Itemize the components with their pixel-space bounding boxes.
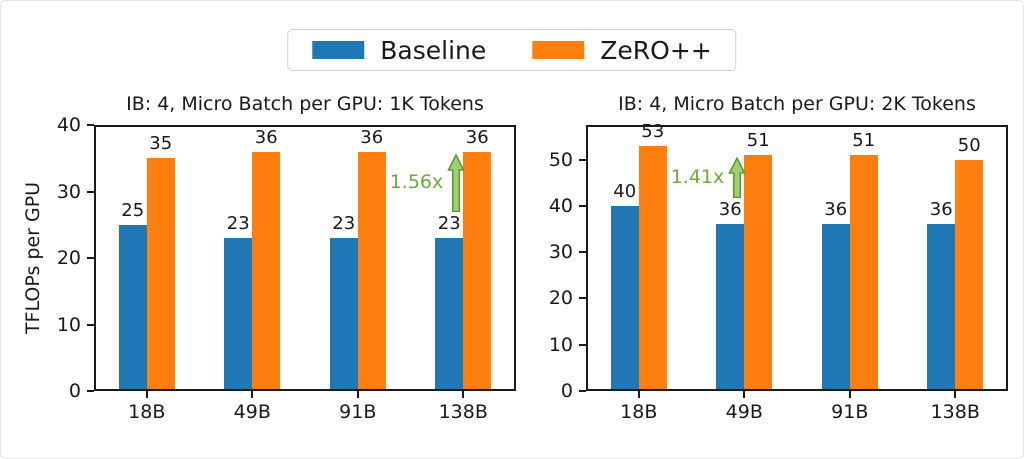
speedup-arrow-icon	[728, 156, 746, 199]
bar-zero-18B	[638, 145, 667, 391]
x-axis-tick	[637, 391, 640, 398]
y-axis-tick	[87, 190, 94, 193]
bar-value-label-zero-91B: 51	[852, 130, 876, 152]
y-tick-label: 30	[56, 180, 81, 203]
x-tick-label: 18B	[128, 401, 166, 423]
bar-zero-138B	[955, 159, 984, 391]
speedup-arrow-icon	[447, 152, 465, 212]
plot-frame	[94, 125, 516, 391]
y-tick-label: 50	[548, 148, 573, 171]
bar-baseline-91B	[329, 238, 358, 391]
y-axis-tick	[579, 251, 586, 254]
x-tick-label: 18B	[620, 401, 658, 423]
baseline-color-swatch	[312, 41, 365, 59]
y-tick-label: 40	[56, 114, 81, 136]
y-tick-label: 30	[548, 241, 573, 264]
bar-value-label-baseline-138B: 23	[437, 213, 461, 235]
y-tick-label: 0	[560, 380, 573, 402]
y-tick-label: 10	[56, 313, 81, 336]
chart-title: IB: 4, Micro Batch per GPU: 2K Tokens	[618, 93, 976, 115]
y-axis-tick	[87, 390, 94, 392]
speedup-annotation: 1.56x	[389, 170, 444, 193]
plot-frame	[586, 125, 1008, 391]
speedup-annotation: 1.41x	[670, 165, 725, 188]
bar-baseline-18B	[118, 224, 147, 391]
bar-value-label-baseline-91B: 23	[332, 213, 356, 235]
x-tick-label: 91B	[339, 401, 377, 423]
y-axis-tick	[87, 257, 94, 259]
y-axis-tick	[579, 297, 586, 300]
y-tick-label: 20	[56, 247, 81, 269]
bar-value-label-zero-49B: 51	[746, 130, 770, 152]
y-axis-tick	[579, 204, 586, 207]
x-tick-label: 138B	[438, 401, 488, 423]
x-tick-label: 91B	[831, 401, 869, 423]
x-tick-label: 49B	[233, 401, 271, 423]
bar-value-label-baseline-138B: 36	[929, 199, 953, 221]
y-axis-label: TFLOPs per GPU	[22, 181, 44, 335]
bar-zero-91B	[849, 155, 878, 391]
bar-value-label-zero-138B: 50	[957, 134, 981, 156]
bar-zero-91B	[357, 151, 386, 391]
y-axis-tick	[87, 124, 94, 126]
y-axis-tick	[87, 323, 94, 326]
chart-title: IB: 4, Micro Batch per GPU: 1K Tokens	[126, 93, 484, 115]
bar-zero-49B	[744, 155, 773, 391]
x-tick-label: 49B	[725, 401, 763, 423]
y-axis-tick	[579, 390, 586, 392]
x-axis-tick	[743, 391, 746, 398]
bar-value-label-zero-138B: 36	[465, 126, 489, 148]
legend-label-zeropp: ZeRO++	[600, 35, 712, 65]
bar-baseline-18B	[610, 205, 639, 391]
bar-zero-49B	[252, 151, 281, 391]
bar-baseline-138B	[927, 224, 956, 391]
bar-value-label-zero-49B: 36	[254, 126, 278, 148]
bar-value-label-baseline-91B: 36	[824, 199, 848, 221]
bar-value-label-baseline-18B: 25	[121, 199, 145, 221]
y-tick-label: 0	[68, 380, 81, 402]
legend-item-zeropp: ZeRO++	[532, 35, 712, 65]
x-axis-tick	[848, 391, 851, 398]
bar-baseline-91B	[821, 224, 850, 391]
y-tick-label: 20	[548, 287, 573, 310]
legend-label-baseline: Baseline	[380, 35, 487, 65]
bar-baseline-49B	[224, 238, 253, 391]
x-tick-label: 138B	[930, 401, 980, 423]
x-axis-tick	[251, 391, 254, 398]
y-axis-tick	[579, 158, 586, 161]
zeropp-color-swatch	[532, 41, 585, 59]
bar-baseline-138B	[435, 238, 464, 391]
bar-value-label-baseline-49B: 23	[226, 213, 250, 235]
y-tick-label: 10	[548, 333, 573, 356]
x-axis-tick	[954, 391, 957, 398]
bar-value-label-baseline-49B: 36	[718, 199, 742, 221]
bar-value-label-zero-18B: 35	[149, 133, 173, 155]
chart-legend: Baseline ZeRO++	[287, 29, 737, 71]
bar-value-label-baseline-18B: 40	[613, 180, 637, 202]
bar-value-label-zero-91B: 36	[360, 126, 384, 148]
legend-item-baseline: Baseline	[312, 38, 486, 63]
y-tick-label: 40	[548, 194, 573, 217]
x-axis-tick	[145, 391, 148, 398]
bar-baseline-49B	[716, 224, 745, 391]
x-axis-tick	[462, 391, 465, 398]
bar-zero-138B	[463, 151, 492, 391]
y-axis-tick	[579, 343, 586, 346]
x-axis-tick	[356, 391, 359, 398]
bar-zero-18B	[146, 158, 175, 391]
